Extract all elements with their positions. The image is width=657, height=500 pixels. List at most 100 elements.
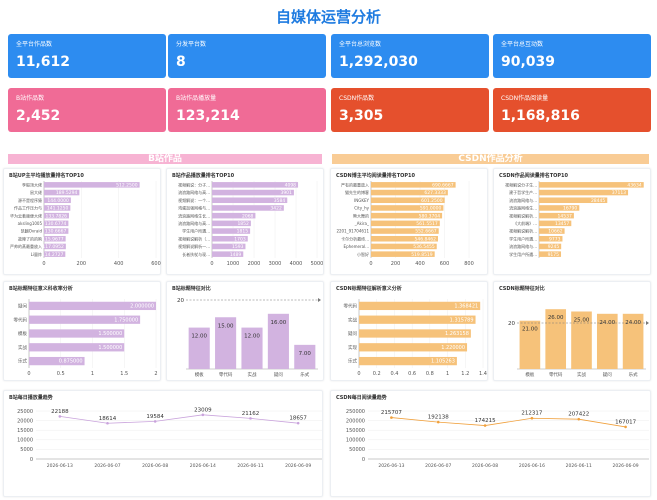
data-label: 14537 xyxy=(558,213,572,219)
bar xyxy=(215,317,237,369)
category-label: 鼠大佬 xyxy=(30,189,42,195)
category-label: 疑问 xyxy=(18,303,27,310)
data-label: 1.315789 xyxy=(450,317,474,323)
data-label: 7.00 xyxy=(299,351,312,357)
bar xyxy=(539,228,565,234)
data-label: 9175 xyxy=(548,252,560,258)
category-label: 学生用户所遇... xyxy=(509,251,537,257)
category-label: 实战 xyxy=(248,371,257,378)
x-tick-label: 1 xyxy=(446,371,449,377)
category-label: 零代码 xyxy=(14,316,28,323)
category-label: 乐式 xyxy=(629,371,638,378)
category-label: 鸡蛋加强网格与... xyxy=(178,205,210,211)
chart-title: CSDN标题特征对比 xyxy=(499,286,545,292)
category-label: aksling1005 xyxy=(18,221,43,226)
series-line xyxy=(391,417,626,428)
data-label: 12.00 xyxy=(244,334,260,340)
x-tick-label: 1.5 xyxy=(120,371,128,377)
category-label: 建于哲学生产... xyxy=(509,189,537,195)
bar xyxy=(212,182,299,188)
data-label: 15.00 xyxy=(218,323,234,329)
data-label: 1.500000 xyxy=(98,331,122,337)
category-label: 严有的最重放入 xyxy=(341,181,369,187)
category-label: 零代码 xyxy=(219,371,233,378)
x-tick-label: 2026-06-13 xyxy=(378,463,404,469)
kpi-label: B站作品播放量 xyxy=(176,95,217,102)
data-label: 4098 xyxy=(285,182,297,188)
reference-label: 20 xyxy=(177,298,184,304)
chart-title: B站作品播放量排名TOP10 xyxy=(172,173,235,179)
x-tick-label: 2026-06-07 xyxy=(425,463,451,469)
bar xyxy=(212,220,251,227)
category-label: 实战 xyxy=(18,344,27,351)
data-label: 546.8462 xyxy=(415,236,437,242)
y-tick-label: 10000 xyxy=(17,438,33,444)
data-label: 1.220000 xyxy=(441,345,465,351)
category-label: 流浪路网络与高... xyxy=(178,220,210,226)
x-tick-label: 0 xyxy=(357,371,360,377)
y-tick-label: 0 xyxy=(30,457,33,463)
data-label: 115.9677 xyxy=(42,236,64,242)
data-label: 9245 xyxy=(548,244,560,250)
data-label: 1852 xyxy=(237,221,249,227)
data-label: 1.500000 xyxy=(98,345,122,351)
kpi-value: 11,612 xyxy=(16,54,71,70)
data-label: 552.6667 xyxy=(415,229,437,235)
kpi-value: 123,214 xyxy=(176,108,240,124)
x-tick-label: 400 xyxy=(415,261,425,267)
bar xyxy=(44,197,71,204)
chart-title: CSDN作品阅读量排名TOP10 xyxy=(499,173,568,179)
kpi-label: 分发平台数 xyxy=(176,41,207,48)
bar xyxy=(545,309,567,369)
x-tick-label: 0 xyxy=(27,371,30,377)
category-label: Ephemeral... xyxy=(344,244,369,249)
data-label: 1.263158 xyxy=(445,331,469,337)
data-label: 212317 xyxy=(521,411,542,417)
x-tick-label: 2026-06-07 xyxy=(94,463,120,469)
data-point xyxy=(436,420,440,424)
category-label: 视频解说解析（... xyxy=(178,235,210,241)
category-label: 流浪路网络生长... xyxy=(178,212,210,218)
data-label: 690.6667 xyxy=(432,182,454,188)
category-label: 零代码 xyxy=(549,371,563,378)
category-label: _Akira_ xyxy=(354,221,370,226)
data-point xyxy=(624,425,627,429)
bar xyxy=(44,235,66,242)
panel-bili-daily: B站每日播放量趋势 0 5000 10000 15000 20000 25000 22188 2… xyxy=(3,390,323,497)
data-point xyxy=(201,413,205,417)
category-label: INGKEY xyxy=(354,198,369,203)
data-label: 23009 xyxy=(194,407,212,413)
category-label: 模板 xyxy=(525,371,534,378)
data-label: 174215 xyxy=(475,418,496,424)
bar xyxy=(539,189,629,196)
x-tick-label: 200 xyxy=(77,261,87,267)
x-tick-label: 0.8 xyxy=(426,371,434,377)
bar xyxy=(44,251,66,257)
bar xyxy=(359,356,457,366)
x-tick-label: 1 xyxy=(91,371,94,377)
category-label: 实战 xyxy=(577,371,586,378)
y-tick-label: 15000 xyxy=(17,428,33,434)
kpi-value: 8 xyxy=(176,54,186,70)
x-tick-label: 2026-06-08 xyxy=(472,463,498,469)
y-tick-label: 50000 xyxy=(349,447,365,453)
category-label: 乐式 xyxy=(348,358,357,365)
category-label: 小智好 xyxy=(357,251,369,257)
kpi-label: 全平台总浏览数 xyxy=(339,41,382,48)
x-tick-label: 2026-06-09 xyxy=(285,463,311,469)
kpi-card: B站作品数 2,452 xyxy=(8,88,166,132)
bar xyxy=(371,212,443,219)
chart-title: CSDN标题特征解析意义分析 xyxy=(336,286,402,292)
category-label: 模板 xyxy=(18,330,27,337)
chart-title: B站UP主平均播放量排名TOP10 xyxy=(9,173,84,179)
bar xyxy=(539,243,562,250)
bar xyxy=(371,228,439,234)
kpi-card: 全平台作品数 11,612 xyxy=(8,34,166,78)
chart-csdn-daily: 0 50000 100000 150000 200000 250000 215707 2026… xyxy=(346,409,649,469)
bar xyxy=(44,212,69,219)
x-tick-label: 2026-06-11 xyxy=(566,463,592,469)
data-label: 24.00 xyxy=(599,320,615,326)
data-label: 117.0952 xyxy=(42,244,64,250)
category-label: 视频解说解析... xyxy=(509,228,537,234)
kpi-card: CSDN作品数 3,305 xyxy=(331,88,489,132)
